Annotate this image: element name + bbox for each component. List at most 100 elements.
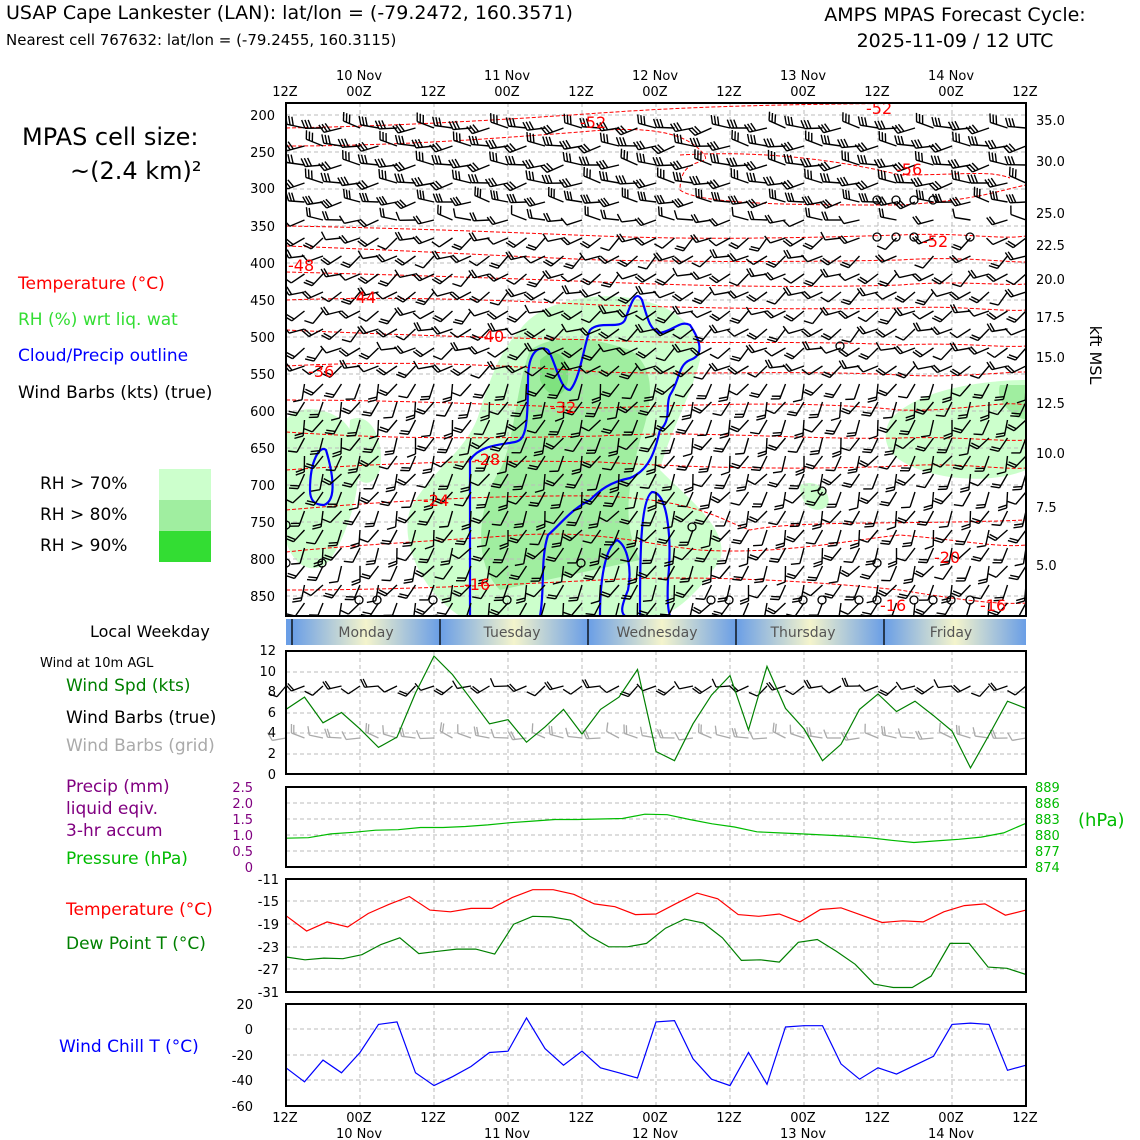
wind-barb (359, 218, 368, 227)
wind-barb (713, 140, 720, 150)
wind-barb (732, 215, 749, 221)
wind-barb (858, 538, 868, 543)
wind-barb (392, 125, 399, 134)
wind-barb (387, 455, 398, 470)
wind-barb (469, 212, 475, 222)
wind-barb (361, 141, 369, 150)
wind-barb (568, 599, 578, 602)
wind-barb (499, 545, 509, 550)
wind-barb (850, 542, 860, 547)
wind-barb (984, 529, 990, 546)
wind-barb (914, 151, 917, 161)
wind-barb (674, 247, 684, 252)
wind-barb (379, 280, 389, 285)
wind-barb (822, 333, 832, 339)
wind-barb (623, 470, 633, 473)
pressure-tick: 800 (250, 553, 275, 568)
wind-barb (714, 447, 724, 451)
wind-barb (454, 318, 464, 323)
legend-precip: Precip (mm) (66, 777, 170, 797)
wind-barb-grid (507, 731, 514, 741)
wind-barb (525, 159, 532, 169)
wind-barb (449, 293, 458, 301)
wind-barb (690, 234, 697, 243)
wind-barb (970, 296, 980, 302)
wind-barb (632, 180, 640, 189)
wind-barb (533, 414, 543, 417)
wind-barb (774, 504, 784, 508)
wind-barb (495, 395, 505, 399)
wind-barb (419, 310, 435, 320)
wind-barb (1005, 144, 1013, 153)
wind-barb (936, 291, 953, 298)
wind-barb (323, 370, 333, 376)
wind-barb (341, 338, 351, 343)
wind-barb (897, 371, 907, 377)
wind-barb (914, 410, 924, 415)
wind-barb (565, 263, 575, 268)
wind-barb (361, 116, 365, 126)
wind-barb (618, 347, 627, 355)
wind-barb (431, 154, 436, 164)
wind-barb (287, 179, 295, 188)
wind-barb-grid (972, 727, 976, 737)
wind-barb (919, 398, 929, 401)
wind-barb (748, 267, 755, 277)
wind-barb (733, 195, 739, 204)
wind-barb (394, 346, 401, 354)
wind-barb-grid (605, 722, 609, 732)
wind-barb (681, 414, 692, 418)
wind-barb (544, 308, 552, 316)
wind-barb (286, 286, 293, 295)
wind-barb (913, 610, 923, 616)
wind-barbs-grid (267, 722, 1027, 742)
calm-circle (872, 595, 882, 605)
wind-barb (1004, 455, 1009, 472)
altitude-tick: 30.0 (1036, 155, 1065, 170)
wind-barb (414, 139, 420, 148)
wind-barb (379, 589, 388, 595)
wind-barb (305, 279, 315, 285)
wind-barb (338, 311, 347, 319)
wind-barb (286, 311, 287, 312)
wind-barb (863, 448, 873, 451)
wind-barb (756, 417, 766, 421)
wind-barb (358, 142, 365, 151)
wind-barb (877, 254, 885, 262)
wind-barb (360, 352, 370, 358)
wind-barb (709, 153, 713, 163)
wind-barb (712, 412, 722, 417)
wind-barb (930, 365, 938, 374)
wind-barb-grid (674, 731, 680, 741)
wind-barb (421, 152, 424, 162)
wind-barb (375, 584, 380, 601)
wind-barb (452, 341, 459, 351)
wind-barb (324, 554, 334, 559)
wind-barb (449, 255, 457, 264)
wind-barb (648, 473, 657, 489)
wind-barb (488, 178, 495, 187)
wind-barb (581, 288, 589, 297)
wind-barb (274, 508, 283, 510)
wind-barb (754, 578, 764, 581)
wind-barb (566, 219, 583, 226)
bottom-hour-label: 00Z (346, 1111, 372, 1126)
legend-wind-speed: Wind Spd (kts) (66, 676, 191, 696)
wind-barb (758, 419, 768, 435)
wind-barb (358, 115, 362, 126)
wind-barb (803, 158, 809, 167)
wind-barb (618, 308, 626, 317)
wind-barb (293, 399, 303, 403)
wind-barb (987, 178, 994, 187)
wind-barb (655, 464, 665, 469)
wind-barb (584, 415, 595, 418)
wind-barb (1005, 425, 1015, 432)
wind-barb (589, 563, 599, 567)
wind-barb (432, 181, 440, 190)
wind-barb (619, 296, 629, 302)
wind-barb (997, 291, 1009, 306)
wind-barb (639, 140, 646, 149)
wind-barb (584, 255, 601, 261)
wind-barb (268, 272, 274, 279)
wind-barb (672, 333, 681, 340)
